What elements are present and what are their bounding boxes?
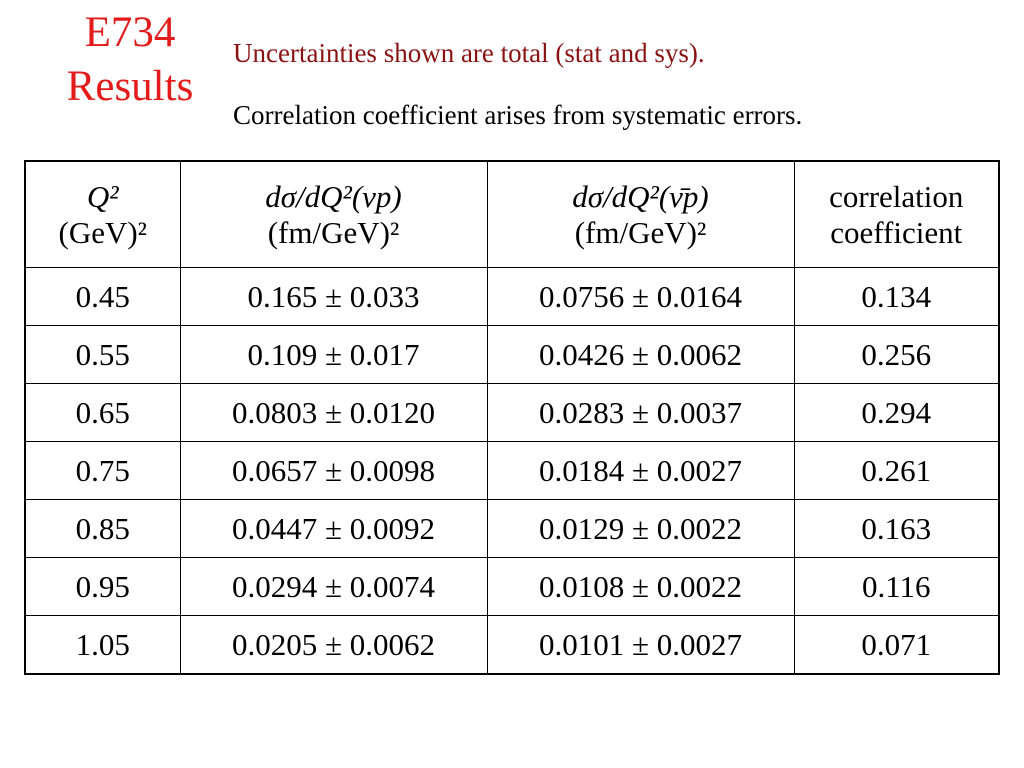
cell-nu-p: 0.0447 ± 0.0092 [179,499,488,558]
cell-nubar-p: 0.0108 ± 0.0022 [486,557,795,616]
table-row: 1.05 0.0205 ± 0.0062 0.0101 ± 0.0027 0.0… [24,615,1000,675]
table-body: 0.45 0.165 ± 0.033 0.0756 ± 0.0164 0.134… [24,267,1000,675]
table-row: 0.65 0.0803 ± 0.0120 0.0283 ± 0.0037 0.2… [24,383,1000,442]
header-correlation: correlation coefficient [793,160,1000,268]
uncertainties-note: Uncertainties shown are total (stat and … [233,38,705,68]
cell-q2: 0.85 [24,499,181,558]
header-q2-label: Q² [86,178,119,214]
cell-nubar-p: 0.0129 ± 0.0022 [486,499,795,558]
cell-q2: 0.45 [24,267,181,326]
header-nu-p: dσ/dQ²(νp) (fm/GeV)² [179,160,488,268]
cell-nubar-p: 0.0756 ± 0.0164 [486,267,795,326]
header-row: Q² (GeV)² dσ/dQ²(νp) (fm/GeV)² dσ/dQ²(ν̄… [24,160,1000,268]
cell-nu-p: 0.0205 ± 0.0062 [179,615,488,675]
header-nu-p-label: dσ/dQ²(νp) [265,178,402,214]
cell-nu-p: 0.109 ± 0.017 [179,325,488,384]
cell-nubar-p: 0.0184 ± 0.0027 [486,441,795,500]
cell-correlation: 0.163 [793,499,1000,558]
results-table: Q² (GeV)² dσ/dQ²(νp) (fm/GeV)² dσ/dQ²(ν̄… [24,160,1000,675]
cell-nubar-p: 0.0426 ± 0.0062 [486,325,795,384]
cell-nubar-p: 0.0283 ± 0.0037 [486,383,795,442]
correlation-note: Correlation coefficient arises from syst… [233,100,803,130]
header-nubar-p: dσ/dQ²(ν̄p) (fm/GeV)² [486,160,795,268]
cell-q2: 0.55 [24,325,181,384]
cell-correlation: 0.134 [793,267,1000,326]
cell-nu-p: 0.0657 ± 0.0098 [179,441,488,500]
cell-correlation: 0.071 [793,615,1000,675]
slide-title-line-2: Results [66,63,194,110]
cell-q2: 1.05 [24,615,181,675]
header-q2: Q² (GeV)² [24,160,181,268]
header-correlation-line-2: coefficient [830,214,963,250]
table-row: 0.85 0.0447 ± 0.0092 0.0129 ± 0.0022 0.1… [24,499,1000,558]
header-nu-p-unit: (fm/GeV)² [267,214,400,250]
cell-correlation: 0.116 [793,557,1000,616]
header-nubar-p-unit: (fm/GeV)² [574,214,707,250]
header-q2-unit: (GeV)² [58,214,147,250]
cell-nubar-p: 0.0101 ± 0.0027 [486,615,795,675]
slide-title: E734 Results [40,6,220,114]
table-row: 0.75 0.0657 ± 0.0098 0.0184 ± 0.0027 0.2… [24,441,1000,500]
table-row: 0.95 0.0294 ± 0.0074 0.0108 ± 0.0022 0.1… [24,557,1000,616]
cell-correlation: 0.294 [793,383,1000,442]
cell-nu-p: 0.165 ± 0.033 [179,267,488,326]
slide-title-line-1: E734 [84,9,176,56]
cell-nu-p: 0.0294 ± 0.0074 [179,557,488,616]
header-correlation-line-1: correlation [829,178,964,214]
table-row: 0.45 0.165 ± 0.033 0.0756 ± 0.0164 0.134 [24,267,1000,326]
cell-correlation: 0.261 [793,441,1000,500]
cell-q2: 0.65 [24,383,181,442]
header-nubar-p-label: dσ/dQ²(ν̄p) [572,178,709,214]
cell-q2: 0.95 [24,557,181,616]
cell-q2: 0.75 [24,441,181,500]
cell-nu-p: 0.0803 ± 0.0120 [179,383,488,442]
cell-correlation: 0.256 [793,325,1000,384]
table-row: 0.55 0.109 ± 0.017 0.0426 ± 0.0062 0.256 [24,325,1000,384]
table-header: Q² (GeV)² dσ/dQ²(νp) (fm/GeV)² dσ/dQ²(ν̄… [24,160,1000,268]
